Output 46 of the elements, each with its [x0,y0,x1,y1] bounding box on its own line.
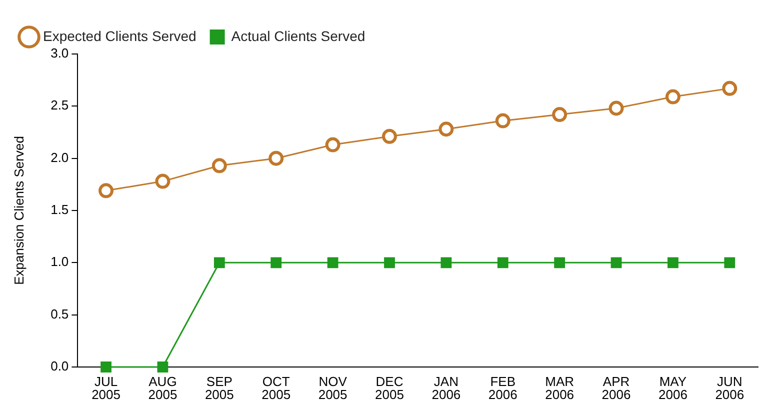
point [325,137,340,152]
x-tick-label: MAY 2006 [658,374,688,402]
y-tick-label: 3.0 [50,46,69,61]
point [382,128,397,144]
x-tick-label: JUN 2006 [715,374,744,402]
point [157,362,168,372]
y-tick-label: 0.0 [50,358,69,374]
y-tick-label: 2.5 [50,98,69,113]
point [438,122,454,137]
point [268,150,284,166]
x-tick-label: FEB 2006 [488,374,518,402]
point [270,257,282,268]
point [497,257,508,268]
point [552,107,568,122]
y-tick-label: 1.0 [50,254,69,270]
x-tick-label: AUG 2005 [148,374,178,402]
x-tick-label: JUL 2005 [92,374,120,402]
point [100,362,112,372]
point [214,257,225,268]
x-tick-label: JAN 2006 [432,374,461,402]
point [327,257,338,268]
point [554,257,566,268]
point [440,257,452,268]
point [665,89,680,104]
point [212,158,227,174]
point [668,257,678,268]
point [724,257,736,268]
x-tick-label: APR 2006 [602,374,631,402]
point [610,257,622,268]
point [608,100,624,116]
y-tick-label: 0.5 [50,306,69,322]
legend-label: Actual Clients Served [231,28,366,44]
point [495,113,510,128]
y-tick-label: 1.5 [50,202,69,218]
x-tick-label: OCT 2005 [262,374,291,402]
point [384,257,395,268]
x-tick-label: SEP 2005 [204,374,234,402]
point [722,80,738,96]
legend-label: Expected Clients Served [43,28,196,44]
x-tick-label: DEC 2005 [375,374,404,402]
point [155,174,170,189]
x-tick-label: NOV 2005 [318,374,348,402]
point [98,183,114,198]
y-axis-title: Expansion Clients Served [11,136,26,285]
x-tick-label: MAR 2006 [545,374,574,402]
y-tick-label: 2.0 [50,150,69,165]
